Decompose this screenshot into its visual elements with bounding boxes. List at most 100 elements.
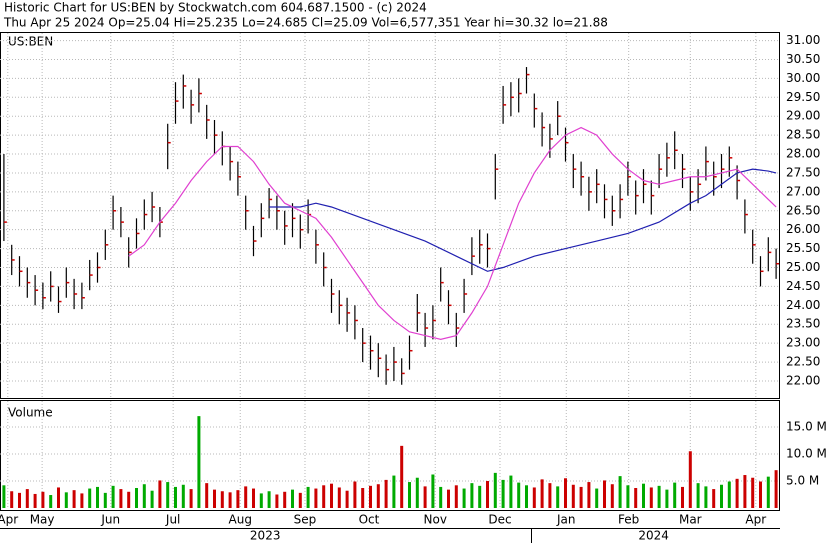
x-tick-label: Apr [745,513,766,527]
y-tick-label: 28.00 [786,147,820,161]
volume-bar [10,491,14,508]
volume-bar [197,416,201,508]
volume-bar [517,482,521,508]
volume-bar [712,489,716,508]
volume-bar [41,491,45,508]
y-tick-label: 23.50 [786,317,820,331]
y-tick-label: 24.50 [786,279,820,293]
volume-bar [330,483,333,508]
volume-bar [759,481,762,508]
volume-bar [509,475,513,508]
volume-bar [158,480,162,508]
volume-bar [454,485,458,508]
volume-bar [720,484,723,508]
volume-bar [587,482,591,508]
volume-bar [392,475,396,508]
x-tick-label: Aug [229,513,252,527]
volume-bar [181,484,185,508]
x-tick-label: Apr [0,513,18,527]
volume-bar [493,472,497,508]
volume-bar [665,489,669,508]
moving-average [128,126,777,340]
volume-frame [0,400,780,511]
volume-bar [369,485,372,508]
volume-bar [135,488,138,508]
chart-title: Historic Chart for US:BEN by Stockwatch.… [4,1,427,15]
y-tick-label: 27.00 [786,184,820,198]
y-tick-label: 28.50 [786,128,820,142]
volume-bar [80,493,84,508]
volume-bar [532,487,536,508]
volume-bar [462,488,466,508]
volume-bar [189,489,193,508]
volume-bar [634,488,638,508]
volume-bar [72,490,76,508]
y-tick-label: 25.50 [786,241,820,255]
y-tick-label: 26.50 [786,203,820,217]
volume-bar [751,477,755,508]
volume-bar [447,489,450,508]
volume-bar [2,485,6,508]
x-tick-label: Dec [488,513,511,527]
x-tick-label: Jun [100,513,120,527]
volume-bar [298,492,302,508]
volume-bar [259,493,263,508]
volume-bar [205,483,209,508]
volume-bar [548,483,552,508]
volume-bar [150,490,154,508]
volume-bar [657,485,661,508]
y-tick-label: 26.00 [786,222,820,236]
volume-bar [571,484,575,508]
volume-bar [361,488,365,508]
volume-bar [306,486,310,508]
volume-bar [610,484,614,508]
volume-bar [408,482,411,508]
volume-bar [228,492,232,508]
y-tick-label: 22.00 [786,373,820,387]
volume-bar [88,488,92,508]
volume-bar [696,483,700,508]
volume-bar [595,488,599,508]
volume-bar [704,486,708,508]
y-tick-label: 15.0 M [786,419,827,433]
moving-average [269,168,777,272]
volume-bar [337,487,341,508]
volume-bar [618,476,622,508]
chart-subtitle: Thu Apr 25 2024 Op=25.04 Hi=25.235 Lo=24… [3,16,608,30]
y-tick-label: 23.00 [786,336,820,350]
volume-bar [49,495,53,508]
volume-bar [166,482,170,508]
volume-bar [314,488,318,508]
volume-bar [127,491,131,508]
volume-bar [142,484,146,508]
year-label: 2023 [250,529,281,543]
x-tick-label: Sep [294,513,317,527]
y-tick-label: 5.0 M [786,473,819,487]
volume-bar [649,487,653,508]
volume-bar [244,486,248,508]
volume-bar [501,479,505,508]
volume-bar [470,483,474,508]
volume-bar [103,492,107,508]
volume-bar [415,477,419,508]
volume-bar [353,481,357,508]
volume-bar [111,485,115,508]
y-tick-label: 24.00 [786,298,820,312]
y-tick-label: 30.50 [786,52,820,66]
volume-bar [119,489,123,508]
y-tick-label: 29.50 [786,90,820,104]
volume-bar [486,480,489,508]
volume-bar [673,482,677,508]
volume-bar [727,481,731,508]
y-tick-label: 30.00 [786,71,820,85]
volume-bar [423,486,427,508]
x-tick-label: Feb [618,513,639,527]
symbol-label: US:BEN [8,35,53,49]
volume-bar [688,451,692,508]
volume-bar [384,479,388,508]
volume-bar [291,489,294,508]
y-tick-label: 31.00 [786,33,820,47]
volume-bar [556,486,560,508]
volume-bar [25,489,29,508]
volume-bar [564,478,567,508]
